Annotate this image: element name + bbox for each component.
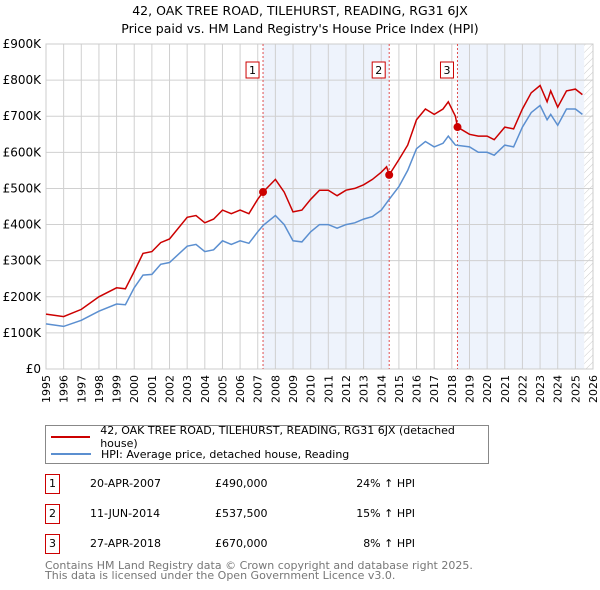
sale-label-box	[245, 61, 260, 79]
sale-point	[385, 170, 394, 179]
sale-label-number: 2	[375, 64, 382, 77]
x-tick-label: 2017	[428, 375, 441, 403]
hpi-line	[45, 104, 583, 328]
y-tick-label: £400K	[3, 218, 43, 232]
x-tick-label: 2024	[552, 375, 565, 403]
x-tick-label: 2016	[411, 375, 424, 403]
chart-title: 42, OAK TREE ROAD, TILEHURST, READING, R…	[132, 3, 468, 18]
sale-row: 1 20-APR-2007 £490,000 24% ↑ HPI	[45, 474, 495, 494]
y-tick-label: £600K	[3, 145, 43, 159]
legend-label-hpi: HPI: Average price, detached house, Read…	[101, 447, 350, 461]
sale-label-box	[439, 61, 454, 79]
y-tick-label: £800K	[3, 73, 43, 87]
x-tick-label: 2018	[446, 375, 459, 403]
sale-date: 11-JUN-2014	[90, 507, 161, 520]
sale-date: 20-APR-2007	[90, 477, 162, 490]
x-tick-label: 2003	[181, 375, 194, 403]
x-tick-label: 2004	[199, 375, 212, 403]
x-tick-label: 2019	[463, 375, 476, 403]
y-tick-label: £900K	[3, 37, 43, 51]
x-tick-label: 2001	[146, 375, 159, 403]
x-tick-label: 2002	[164, 375, 177, 403]
legend-item-property: 42, OAK TREE ROAD, TILEHURST, READING, R…	[51, 424, 488, 450]
x-tick-label: 2006	[234, 375, 247, 403]
sale-hpi-diff: 24% ↑ HPI	[356, 477, 415, 490]
y-tick-label: £100K	[3, 326, 43, 340]
sale-hpi-diff: 15% ↑ HPI	[356, 507, 415, 520]
legend-item-hpi: HPI: Average price, detached house, Read…	[51, 447, 349, 461]
sale-number-badge: 2	[45, 504, 60, 524]
x-tick-label: 2022	[516, 375, 529, 403]
y-tick-label: £0	[26, 362, 41, 376]
sale-row: 3 27-APR-2018 £670,000 8% ↑ HPI	[45, 534, 495, 554]
shaded-region	[263, 44, 390, 369]
x-tick-label: 2007	[252, 375, 265, 403]
x-tick-label: 2020	[481, 375, 494, 403]
x-tick-label: 2025	[569, 375, 582, 403]
y-tick-label: £500K	[3, 181, 43, 195]
x-tick-label: 2011	[322, 375, 335, 403]
x-tick-label: 1995	[40, 375, 53, 403]
x-tick-label: 2015	[393, 375, 406, 403]
sale-row: 2 11-JUN-2014 £537,500 15% ↑ HPI	[45, 504, 495, 524]
price-chart: 1995 1996 1997 1998 1999 2000 2001 2002 2003 2004…	[3, 37, 600, 403]
sale-label-number: 1	[249, 64, 256, 77]
x-tick-label: 1997	[75, 375, 88, 403]
x-tick-label: 2009	[287, 375, 300, 403]
x-tick-label: 2010	[305, 375, 318, 403]
y-tick-label: £700K	[3, 109, 43, 123]
sale-label-box	[371, 61, 386, 79]
sale-hpi-diff: 8% ↑ HPI	[363, 537, 415, 550]
sale-price: £490,000	[215, 477, 268, 490]
footer-copyright: Contains HM Land Registry data © Crown c…	[45, 559, 473, 572]
x-tick-label: 2008	[269, 375, 282, 403]
x-tick-label: 2026	[587, 375, 600, 403]
sale-number-badge: 3	[45, 534, 60, 554]
x-tick-label: 1999	[111, 375, 124, 403]
sale-price: £537,500	[215, 507, 268, 520]
sale-number-badge: 1	[45, 474, 60, 494]
sale-label-number: 3	[443, 64, 450, 77]
sale-price: £670,000	[215, 537, 268, 550]
legend: 42, OAK TREE ROAD, TILEHURST, READING, R…	[45, 424, 489, 464]
hatched-future-region	[584, 44, 593, 369]
plot-frame	[45, 43, 594, 370]
sale-date: 27-APR-2018	[90, 537, 162, 550]
legend-label-property: 42, OAK TREE ROAD, TILEHURST, READING, R…	[100, 424, 455, 450]
property-price-line	[45, 84, 583, 318]
sale-point	[453, 123, 462, 132]
x-tick-label: 1996	[58, 375, 71, 403]
x-tick-label: 1998	[93, 375, 106, 403]
x-tick-label: 2023	[534, 375, 547, 403]
x-tick-label: 2000	[128, 375, 141, 403]
legend-swatch-blue	[51, 453, 91, 455]
sale-point	[259, 188, 268, 197]
y-tick-label: £300K	[3, 254, 43, 268]
y-tick-label: £200K	[3, 290, 43, 304]
legend-swatch-red	[51, 436, 91, 438]
footer-licence: This data is licensed under the Open Gov…	[45, 569, 396, 582]
x-tick-label: 2021	[499, 375, 512, 403]
x-tick-label: 2012	[340, 375, 353, 403]
x-tick-label: 2014	[375, 375, 388, 403]
x-tick-label: 2005	[216, 375, 229, 403]
chart-subtitle: Price paid vs. HM Land Registry's House …	[121, 21, 479, 36]
x-tick-label: 2013	[358, 375, 371, 403]
